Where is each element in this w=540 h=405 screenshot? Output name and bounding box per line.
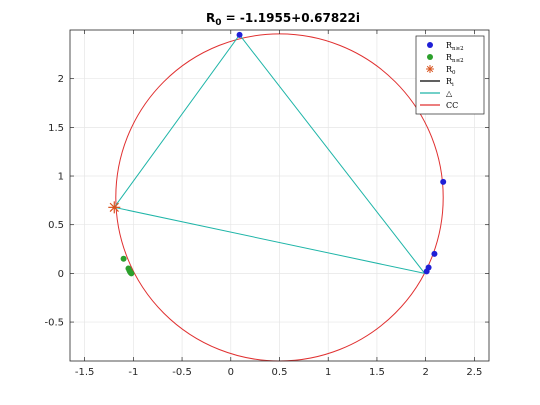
title-main: R [206, 11, 215, 25]
x-tick-label: 2 [422, 367, 428, 378]
legend-label: R0 [446, 65, 456, 76]
r0-asterisk-point [108, 201, 121, 214]
x-tick-label: -1.5 [75, 367, 95, 378]
legend-entry: CC [420, 101, 458, 110]
triangle-layer [113, 34, 426, 275]
data-point [126, 268, 133, 275]
x-tick-label: 0 [228, 367, 234, 378]
chart-title: R0 = -1.1955+0.67822i [206, 11, 360, 28]
legend-entry: R0 [426, 65, 456, 76]
data-point [236, 31, 243, 38]
legend-entry: Ri [420, 77, 454, 88]
legend-label: CC [446, 101, 458, 110]
x-tick-label: -1 [128, 367, 138, 378]
data-point [440, 178, 447, 185]
grid [70, 30, 489, 361]
data-point [431, 250, 438, 257]
x-tick-label: 0.5 [272, 367, 288, 378]
title-suffix: = -1.1955+0.67822i [221, 11, 360, 25]
title-subscript: 0 [215, 18, 221, 28]
y-tick-label: 1 [58, 172, 64, 183]
y-tick-label: 0.5 [48, 220, 64, 231]
legend-label: Rn≥2 [446, 41, 464, 52]
data-point [120, 255, 127, 262]
x-tick-label: 1 [325, 367, 331, 378]
triangle [113, 34, 426, 275]
legend-dot-icon [427, 54, 433, 60]
legend-label: △ [446, 89, 453, 98]
legend-label: Rn≤2 [446, 53, 464, 64]
y-tick-label: 0 [58, 269, 64, 280]
y-tick-label: 1.5 [48, 123, 64, 134]
x-tick-label: 1.5 [369, 367, 385, 378]
legend-asterisk-icon [426, 65, 434, 73]
y-tick-label: 2 [58, 74, 64, 85]
data-point [423, 268, 430, 275]
ticks: -1.5 -1 -0.5 0 0.5 1 1.5 2 2.5 -0.5 0 0.5 1 1.5 2 [44, 30, 489, 378]
legend-label: Ri [446, 77, 454, 88]
legend-entry: Rn≤2 [427, 53, 464, 64]
x-tick-label: 2.5 [466, 367, 482, 378]
y-tick-label: -0.5 [44, 318, 64, 329]
points-layer [108, 31, 447, 277]
legend-dot-icon [427, 42, 433, 48]
legend-box [415, 35, 485, 115]
legend-entry: Rn≥2 [427, 41, 464, 52]
x-tick-label: -0.5 [172, 367, 192, 378]
legend-entry: △ [420, 89, 453, 98]
